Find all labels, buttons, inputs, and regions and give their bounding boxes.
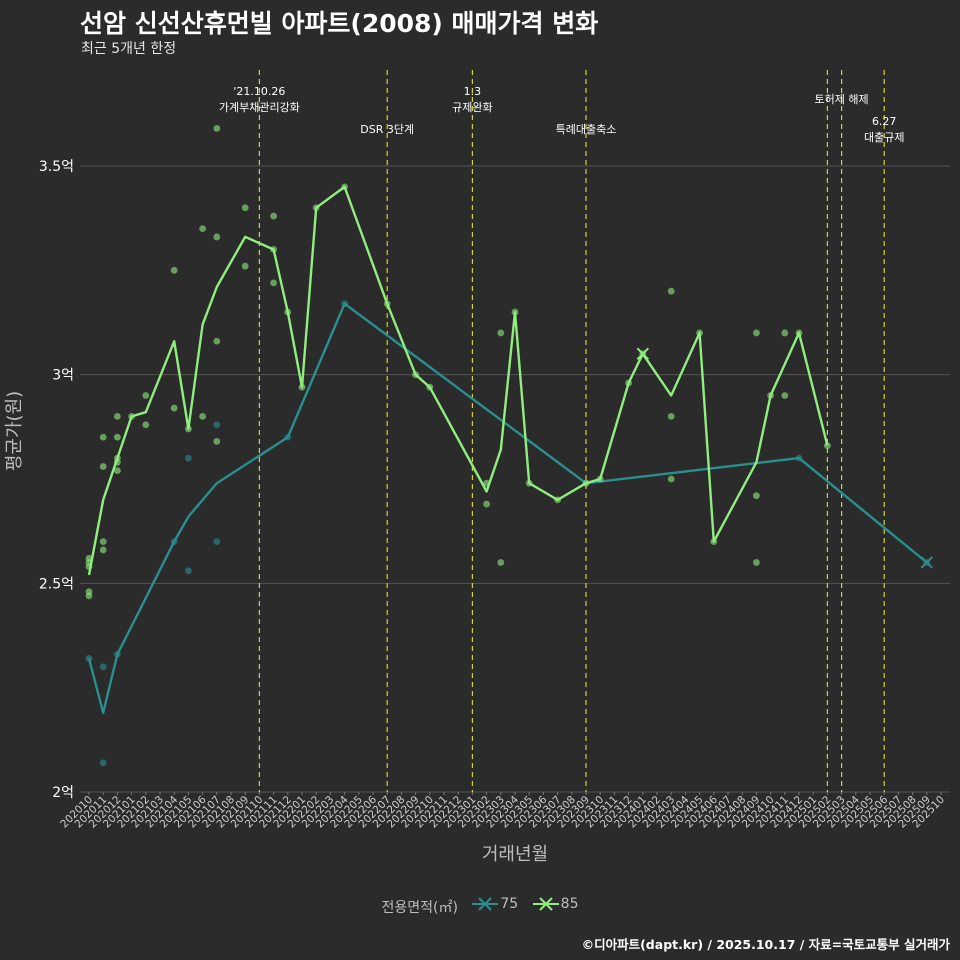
series-line-75 [87, 302, 928, 714]
data-point-85 [99, 546, 107, 554]
data-point-85 [99, 463, 107, 470]
data-point-85 [497, 559, 505, 566]
data-point-85 [241, 204, 249, 212]
legend-label-85: 85 [560, 896, 579, 912]
event-label: 토허제 해제 [815, 92, 869, 106]
data-point-85 [497, 329, 505, 337]
data-point-85 [85, 588, 93, 596]
legend-title: 전용면적(㎡) [381, 900, 458, 916]
data-point-85 [170, 404, 178, 412]
series-marker-85 [636, 347, 650, 361]
legend-item-75: 75 [470, 896, 518, 912]
data-point-85 [199, 225, 207, 233]
event-label: 가계부채관리강화 [219, 101, 300, 114]
data-point-85 [781, 329, 789, 337]
legend: 전용면적(㎡) 75 85 [0, 896, 960, 917]
data-point-85 [213, 125, 221, 132]
data-point-85 [753, 492, 760, 500]
data-point-85 [483, 500, 490, 508]
data-point-85 [667, 475, 675, 483]
event-label: 특례대출축소 [556, 123, 617, 136]
data-point-85 [213, 337, 221, 345]
data-point-85 [667, 413, 675, 420]
data-point-75 [213, 538, 221, 545]
event-label: 규제완화 [452, 101, 492, 114]
data-point-85 [114, 467, 121, 475]
data-point-85 [213, 438, 221, 445]
event-label: DSR 3단계 [360, 123, 414, 136]
data-point-75 [85, 655, 93, 662]
data-point-85 [142, 392, 150, 399]
y-tick-label: 2.5억 [39, 576, 74, 592]
event-label: '21.10.26 [233, 85, 285, 98]
data-point-85 [241, 262, 249, 270]
data-point-85 [213, 233, 221, 241]
data-point-85 [824, 442, 831, 450]
event-label: 1.3 [464, 85, 482, 98]
legend-key-75-icon [472, 897, 499, 911]
data-point-75 [185, 454, 192, 462]
chart-title: 선암 신선산휴먼빌 아파트(2008) 매매가격 변화 [80, 9, 599, 38]
data-point-85 [753, 559, 760, 566]
data-point-75 [99, 759, 107, 767]
legend-label-75: 75 [500, 896, 519, 912]
data-point-85 [753, 329, 760, 337]
data-point-85 [170, 266, 178, 274]
legend-key-85-icon [532, 897, 559, 911]
data-point-85 [270, 279, 277, 287]
data-point-85 [781, 392, 789, 399]
event-label: 대출규제 [864, 131, 904, 144]
data-point-75 [99, 663, 107, 671]
data-point-75 [185, 567, 192, 575]
data-point-85 [114, 413, 121, 420]
y-tick-label: 2억 [52, 785, 74, 801]
x-axis-title: 거래년월 [482, 844, 548, 865]
series-line-85 [87, 185, 829, 576]
data-point-85 [270, 212, 277, 220]
y-tick-label: 3.5억 [39, 159, 74, 175]
data-point-85 [114, 433, 121, 441]
y-axis-title: 평균가(원) [4, 391, 25, 471]
data-point-85 [667, 287, 675, 295]
y-tick-label: 3억 [52, 368, 74, 384]
series-marker-75 [920, 556, 934, 569]
chart-subtitle: 최근 5개년 한정 [81, 41, 177, 57]
data-point-85 [199, 413, 207, 420]
event-label: 6.27 [872, 115, 897, 128]
data-point-85 [142, 421, 150, 429]
legend-item-85: 85 [531, 896, 579, 912]
data-point-85 [99, 538, 107, 545]
data-point-85 [99, 433, 107, 441]
data-point-75 [213, 421, 221, 429]
source-caption: ©디아파트(dapt.kr) / 2025.10.17 / 자료=국토교통부 실… [581, 937, 950, 952]
